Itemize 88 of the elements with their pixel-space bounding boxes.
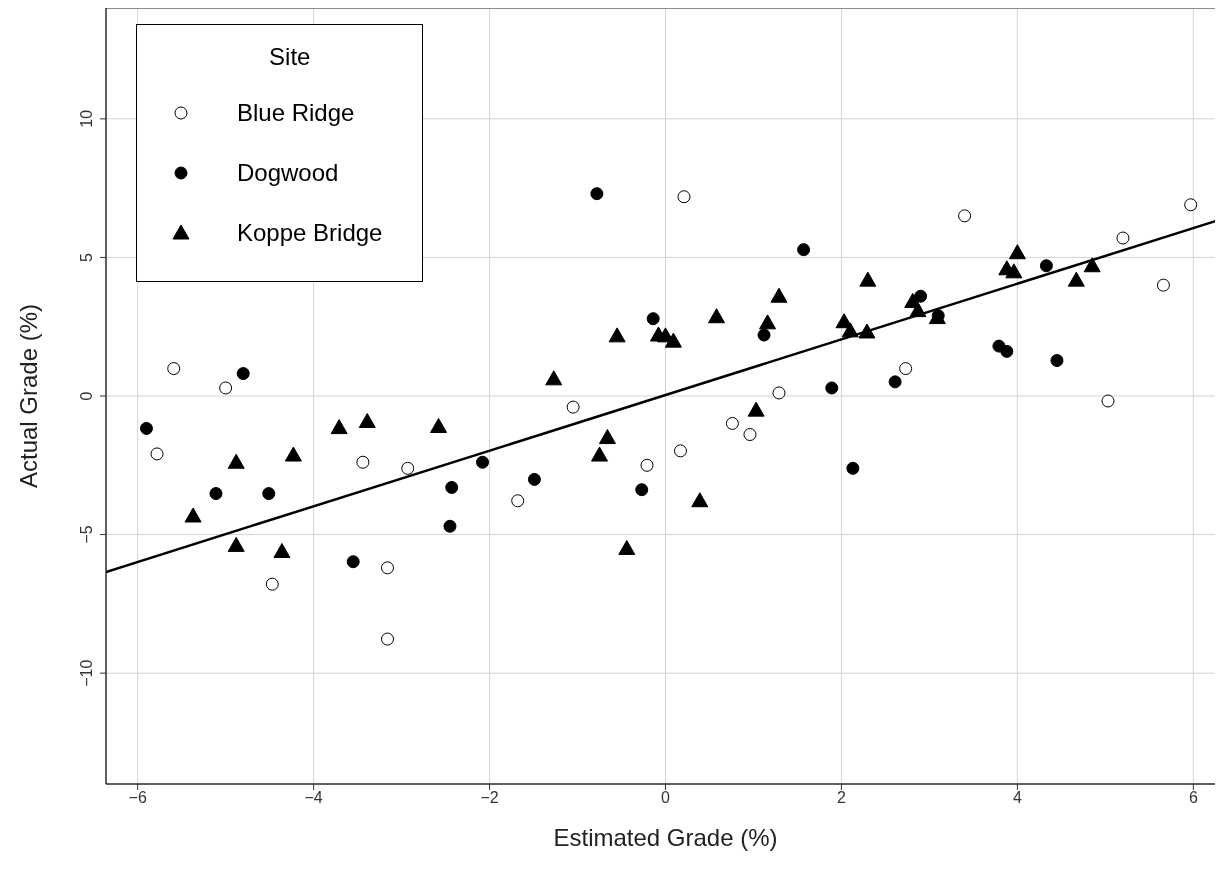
point xyxy=(825,381,839,395)
point xyxy=(598,429,616,445)
y-axis-title: Actual Grade (%) xyxy=(14,303,42,489)
point xyxy=(772,386,786,400)
y-tick-label: −5 xyxy=(78,525,95,544)
point xyxy=(1156,278,1170,292)
point xyxy=(209,487,223,501)
point xyxy=(445,480,459,494)
point xyxy=(227,536,245,552)
point xyxy=(958,209,972,223)
point xyxy=(747,401,765,417)
point xyxy=(1050,354,1064,368)
point xyxy=(1116,231,1130,245)
point xyxy=(139,421,153,435)
legend-label: Koppe Bridge xyxy=(237,219,383,247)
point xyxy=(757,328,771,342)
point xyxy=(859,271,877,287)
point xyxy=(673,444,687,458)
point xyxy=(677,190,691,204)
point xyxy=(167,362,181,376)
point xyxy=(635,483,649,497)
legend-title: Site xyxy=(268,43,312,71)
y-tick-label: 0 xyxy=(78,391,95,401)
point xyxy=(1083,257,1101,273)
point xyxy=(527,472,541,486)
point xyxy=(743,428,757,442)
point xyxy=(608,327,626,343)
x-tick-label: 6 xyxy=(1188,789,1198,807)
point xyxy=(797,243,811,257)
point xyxy=(1101,394,1115,408)
point xyxy=(664,332,682,348)
point xyxy=(691,492,709,508)
point xyxy=(591,446,609,462)
x-tick-label: 4 xyxy=(1012,789,1022,807)
x-tick-label: −6 xyxy=(128,789,147,807)
x-tick-label: 0 xyxy=(661,789,671,807)
point xyxy=(640,458,654,472)
point xyxy=(1005,263,1023,279)
point xyxy=(708,308,726,324)
point xyxy=(381,561,395,575)
point xyxy=(858,323,876,339)
point xyxy=(646,312,660,326)
point xyxy=(346,555,360,569)
point xyxy=(1067,271,1085,287)
point xyxy=(184,507,202,523)
point xyxy=(330,419,348,435)
point xyxy=(265,577,279,591)
point xyxy=(511,494,525,508)
point xyxy=(219,381,233,395)
point xyxy=(476,455,490,469)
point xyxy=(1184,198,1198,212)
point xyxy=(236,367,250,381)
point xyxy=(770,287,788,303)
legend-label: Dogwood xyxy=(237,159,339,187)
point xyxy=(358,413,376,428)
point xyxy=(566,400,580,414)
point xyxy=(545,370,563,386)
point xyxy=(914,289,928,303)
point xyxy=(262,487,276,501)
x-tick-label: −2 xyxy=(480,789,499,807)
point xyxy=(1039,259,1053,273)
point xyxy=(1008,244,1026,260)
point xyxy=(1000,344,1014,358)
point xyxy=(284,446,302,462)
point xyxy=(888,375,902,389)
point xyxy=(150,447,164,461)
legend-label: Blue Ridge xyxy=(237,99,355,127)
point xyxy=(273,542,291,558)
point xyxy=(899,362,913,376)
x-tick-label: −4 xyxy=(304,789,323,807)
point xyxy=(909,302,927,318)
point xyxy=(725,416,739,430)
point xyxy=(227,453,245,469)
x-axis-title: Estimated Grade (%) xyxy=(553,824,778,851)
point xyxy=(618,539,636,555)
point xyxy=(381,632,395,646)
x-tick-label: 2 xyxy=(836,789,846,807)
y-tick-label: 10 xyxy=(78,109,95,128)
point xyxy=(759,314,777,330)
y-tick-label: 5 xyxy=(78,252,95,262)
point xyxy=(356,455,370,469)
point xyxy=(401,461,415,475)
y-tick-label: −10 xyxy=(78,659,95,687)
point xyxy=(590,187,604,201)
point xyxy=(430,417,448,433)
point xyxy=(841,322,859,338)
point xyxy=(846,461,860,475)
point xyxy=(443,519,457,533)
